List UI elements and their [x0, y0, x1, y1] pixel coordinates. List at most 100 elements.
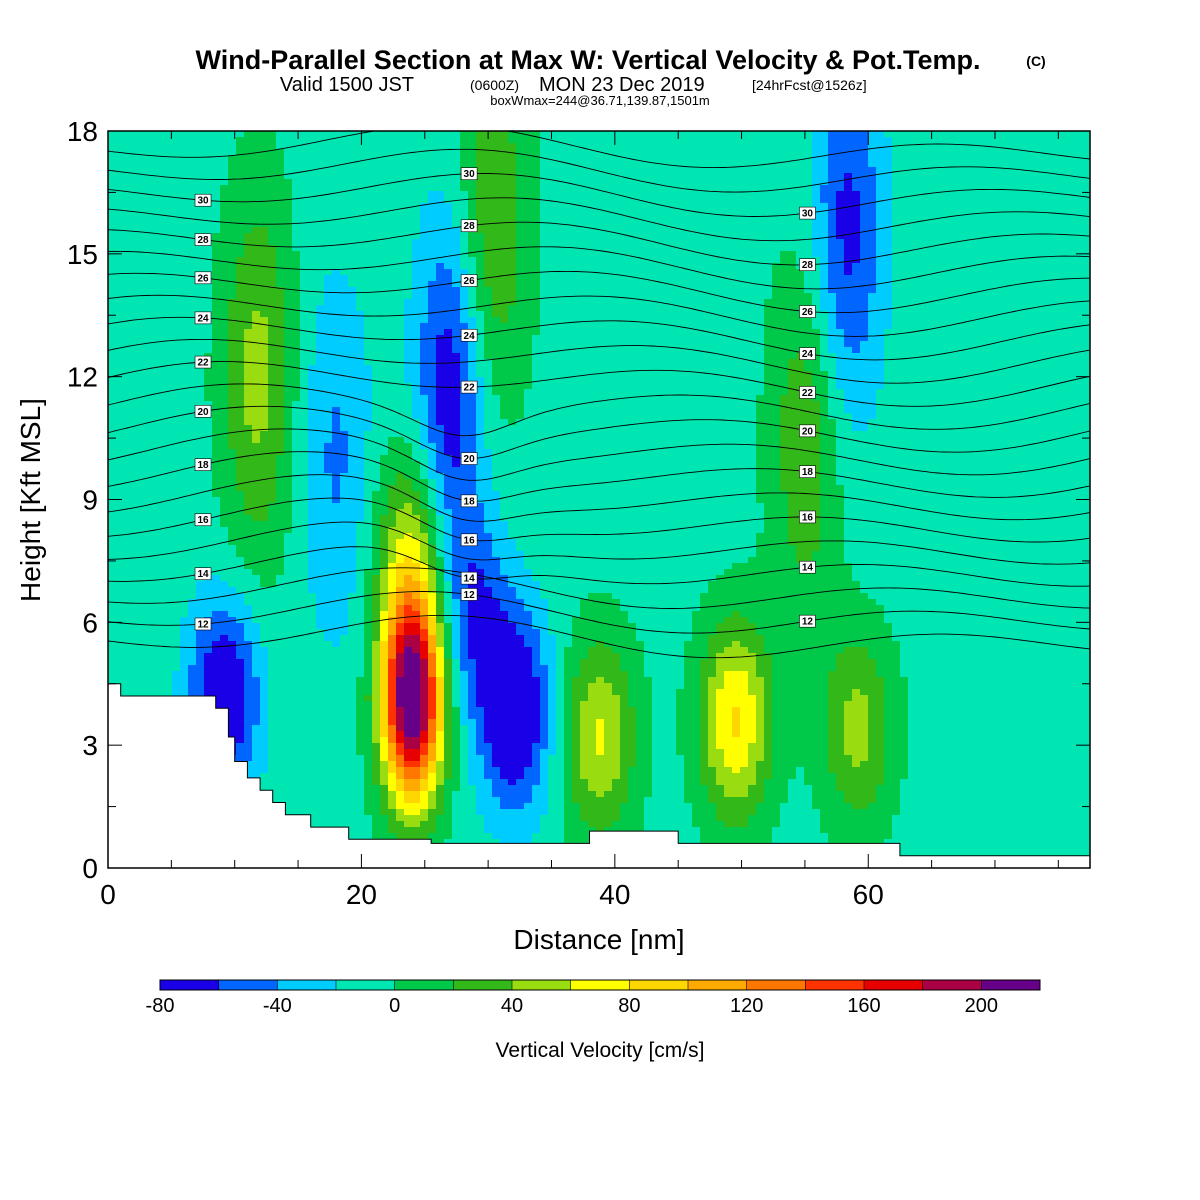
velocity-cell [284, 497, 293, 504]
velocity-cell [412, 689, 421, 696]
velocity-cell [276, 557, 285, 564]
velocity-cell [292, 599, 301, 606]
velocity-cell [220, 293, 229, 300]
velocity-cell [244, 305, 253, 312]
velocity-cell [260, 515, 269, 522]
velocity-cell [132, 665, 141, 672]
velocity-cell [308, 719, 317, 726]
velocity-cell [332, 743, 341, 750]
velocity-cell [276, 635, 285, 642]
velocity-cell [108, 617, 117, 624]
velocity-cell [300, 473, 309, 480]
velocity-cell [380, 605, 389, 612]
velocity-cell [388, 515, 397, 522]
velocity-cell [180, 671, 189, 678]
velocity-cell [196, 287, 205, 294]
velocity-cell [188, 269, 197, 276]
velocity-cell [356, 461, 365, 468]
velocity-cell [340, 467, 349, 474]
velocity-cell [316, 443, 325, 450]
velocity-cell [212, 701, 221, 708]
velocity-cell [308, 317, 317, 324]
velocity-cell [300, 647, 309, 654]
velocity-cell [372, 767, 381, 774]
velocity-cell [292, 269, 301, 276]
velocity-cell [252, 479, 261, 486]
velocity-cell [108, 611, 117, 618]
velocity-cell [148, 635, 157, 642]
velocity-cell [204, 335, 213, 342]
velocity-cell [268, 479, 277, 486]
velocity-cell [420, 347, 429, 354]
velocity-cell [180, 227, 189, 234]
velocity-cell [156, 155, 165, 162]
velocity-cell [348, 227, 357, 234]
velocity-cell [140, 335, 149, 342]
velocity-cell [364, 671, 373, 678]
velocity-cell [148, 641, 157, 648]
velocity-cell [276, 155, 285, 162]
velocity-cell [188, 209, 197, 216]
velocity-cell [300, 413, 309, 420]
velocity-cell [172, 653, 181, 660]
velocity-cell [236, 713, 245, 720]
velocity-cell [268, 395, 277, 402]
velocity-cell [244, 137, 253, 144]
velocity-cell [316, 227, 325, 234]
velocity-cell [212, 215, 221, 222]
velocity-cell [364, 827, 373, 834]
velocity-cell [428, 329, 437, 336]
velocity-cell [132, 257, 141, 264]
velocity-cell [236, 707, 245, 714]
velocity-cell [292, 161, 301, 168]
velocity-cell [388, 635, 397, 642]
velocity-cell [116, 665, 125, 672]
velocity-cell [140, 479, 149, 486]
velocity-cell [340, 623, 349, 630]
velocity-cell [412, 191, 421, 198]
velocity-cell [324, 227, 333, 234]
velocity-cell [380, 437, 389, 444]
velocity-cell [244, 611, 253, 618]
velocity-cell [340, 281, 349, 288]
velocity-cell [324, 611, 333, 618]
velocity-cell [148, 203, 157, 210]
velocity-cell [252, 341, 261, 348]
velocity-cell [340, 593, 349, 600]
velocity-cell [364, 329, 373, 336]
velocity-cell [324, 623, 333, 630]
velocity-cell [148, 233, 157, 240]
velocity-cell [220, 287, 229, 294]
velocity-cell [212, 383, 221, 390]
velocity-cell [140, 551, 149, 558]
velocity-cell [228, 473, 237, 480]
velocity-cell [236, 353, 245, 360]
velocity-cell [404, 623, 413, 630]
velocity-cell [236, 389, 245, 396]
velocity-cell [124, 161, 133, 168]
velocity-cell [252, 725, 261, 732]
velocity-cell [348, 419, 357, 426]
velocity-cell [372, 635, 381, 642]
velocity-cell [140, 359, 149, 366]
velocity-cell [308, 713, 317, 720]
velocity-cell [380, 161, 389, 168]
velocity-cell [268, 497, 277, 504]
velocity-cell [356, 827, 365, 834]
velocity-cell [340, 707, 349, 714]
velocity-cell [340, 371, 349, 378]
velocity-cell [260, 371, 269, 378]
velocity-cell [124, 299, 133, 306]
velocity-cell [372, 353, 381, 360]
velocity-cell [300, 311, 309, 318]
velocity-cell [268, 785, 277, 792]
velocity-cell [356, 683, 365, 690]
velocity-cell [348, 833, 357, 840]
velocity-cell [124, 599, 133, 606]
velocity-cell [340, 227, 349, 234]
velocity-cell [228, 479, 237, 486]
velocity-cell [300, 437, 309, 444]
velocity-cell [228, 395, 237, 402]
velocity-cell [188, 533, 197, 540]
velocity-cell [348, 683, 357, 690]
